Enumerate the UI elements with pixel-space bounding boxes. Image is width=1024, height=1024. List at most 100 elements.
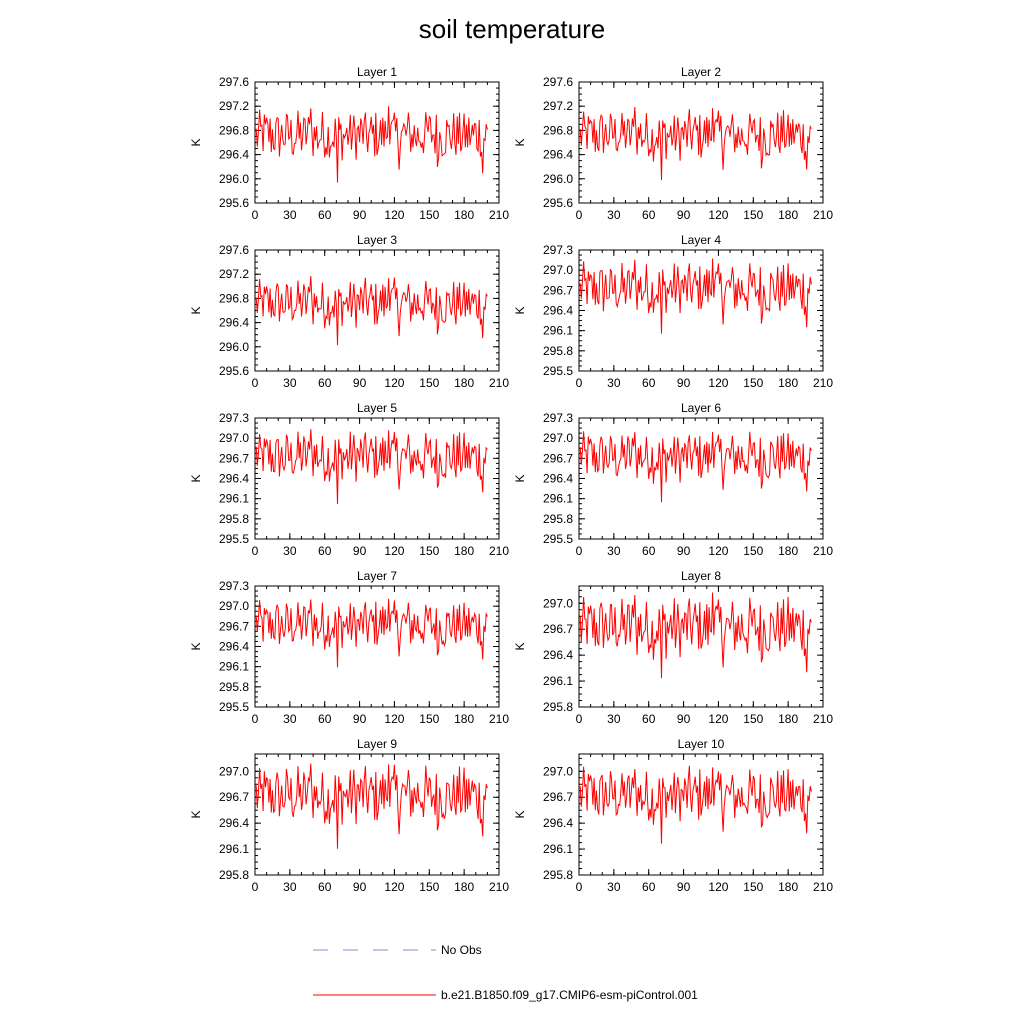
ytick-label: 297.3	[543, 243, 573, 257]
xtick-label: 90	[353, 376, 367, 390]
ylabel-layer-9: K	[189, 810, 203, 818]
ytick-label: 296.4	[219, 148, 249, 162]
ytick-label: 297.6	[543, 75, 573, 89]
xtick-label: 0	[576, 712, 583, 726]
xtick-label: 150	[419, 880, 439, 894]
xtick-label: 60	[642, 208, 656, 222]
xtick-label: 0	[576, 208, 583, 222]
xtick-label: 150	[743, 376, 763, 390]
ytick-label: 295.6	[219, 196, 249, 210]
ytick-label: 297.3	[543, 411, 573, 425]
panel-frame-layer-6	[578, 417, 824, 540]
panel-frame-layer-8	[578, 585, 824, 708]
panel-title-layer-10: Layer 10	[678, 737, 725, 751]
ylabel-layer-2: K	[513, 138, 527, 146]
ytick-label: 296.4	[219, 316, 249, 330]
ytick-label: 296.4	[543, 648, 573, 662]
ytick-label: 295.6	[219, 364, 249, 378]
ytick-label: 296.7	[543, 790, 573, 804]
ylabel-layer-10: K	[513, 810, 527, 818]
ytick-label: 297.0	[219, 431, 249, 445]
ytick-label: 296.4	[543, 816, 573, 830]
xtick-label: 150	[419, 376, 439, 390]
ytick-label: 295.8	[543, 700, 573, 714]
xtick-label: 150	[743, 880, 763, 894]
xtick-label: 180	[454, 712, 474, 726]
legend-obs-label: No Obs	[441, 943, 482, 957]
xtick-label: 120	[708, 712, 728, 726]
ytick-label: 296.0	[543, 172, 573, 186]
legend-model-label: b.e21.B1850.f09_g17.CMIP6-esm-piControl.…	[441, 988, 698, 1002]
ytick-label: 297.0	[543, 596, 573, 610]
xtick-label: 90	[353, 712, 367, 726]
panel-frame-layer-4	[578, 249, 824, 372]
xtick-label: 120	[384, 208, 404, 222]
ylabel-layer-8: K	[513, 642, 527, 650]
xtick-label: 60	[642, 376, 656, 390]
ytick-label: 296.1	[219, 842, 249, 856]
xtick-label: 210	[813, 208, 833, 222]
ytick-label: 295.8	[219, 512, 249, 526]
panel-title-layer-3: Layer 3	[357, 233, 397, 247]
panel-frame-layer-10	[578, 753, 824, 876]
xtick-label: 30	[283, 544, 297, 558]
xtick-label: 210	[813, 880, 833, 894]
ytick-label: 297.2	[219, 99, 249, 113]
xtick-label: 60	[318, 376, 332, 390]
ytick-label: 295.5	[219, 532, 249, 546]
xtick-label: 0	[252, 544, 259, 558]
xtick-label: 120	[384, 544, 404, 558]
xtick-label: 60	[318, 208, 332, 222]
ytick-label: 296.4	[219, 472, 249, 486]
xtick-label: 150	[419, 712, 439, 726]
series-line-layer-8	[579, 592, 812, 679]
ytick-label: 296.4	[219, 640, 249, 654]
xtick-label: 120	[384, 712, 404, 726]
ytick-label: 296.1	[543, 842, 573, 856]
xtick-label: 0	[252, 880, 259, 894]
xtick-label: 210	[489, 712, 509, 726]
ytick-label: 296.0	[219, 172, 249, 186]
ytick-label: 296.7	[543, 283, 573, 297]
xtick-label: 180	[778, 208, 798, 222]
ytick-label: 296.1	[543, 492, 573, 506]
panel-title-layer-2: Layer 2	[681, 65, 721, 79]
ytick-label: 295.5	[219, 700, 249, 714]
series-line-layer-6	[579, 431, 812, 503]
xtick-label: 60	[642, 880, 656, 894]
ytick-label: 296.0	[219, 340, 249, 354]
xtick-label: 0	[252, 208, 259, 222]
ytick-label: 296.7	[219, 619, 249, 633]
xtick-label: 90	[677, 208, 691, 222]
xtick-label: 0	[252, 712, 259, 726]
xtick-label: 120	[708, 208, 728, 222]
ytick-label: 297.3	[219, 411, 249, 425]
xtick-label: 60	[318, 880, 332, 894]
figure-title: soil temperature	[418, 14, 606, 44]
panel-title-layer-5: Layer 5	[357, 401, 397, 415]
ylabel-layer-1: K	[189, 138, 203, 146]
xtick-label: 150	[743, 544, 763, 558]
series-line-layer-10	[579, 765, 812, 844]
series-line-layer-3	[255, 275, 488, 346]
xtick-label: 90	[677, 712, 691, 726]
ytick-label: 297.0	[219, 599, 249, 613]
ylabel-layer-7: K	[189, 642, 203, 650]
panel-title-layer-1: Layer 1	[357, 65, 397, 79]
xtick-label: 0	[576, 880, 583, 894]
ylabel-layer-4: K	[513, 306, 527, 314]
panel-title-layer-6: Layer 6	[681, 401, 721, 415]
xtick-label: 180	[454, 376, 474, 390]
ytick-label: 297.2	[219, 267, 249, 281]
xtick-label: 210	[813, 376, 833, 390]
xtick-label: 150	[419, 544, 439, 558]
xtick-label: 120	[708, 544, 728, 558]
xtick-label: 150	[743, 712, 763, 726]
ytick-label: 297.0	[543, 263, 573, 277]
panel-title-layer-4: Layer 4	[681, 233, 721, 247]
ylabel-layer-5: K	[189, 474, 203, 482]
ytick-label: 296.7	[219, 451, 249, 465]
xtick-label: 90	[677, 376, 691, 390]
series-line-layer-5	[255, 429, 488, 505]
ytick-label: 297.6	[219, 243, 249, 257]
